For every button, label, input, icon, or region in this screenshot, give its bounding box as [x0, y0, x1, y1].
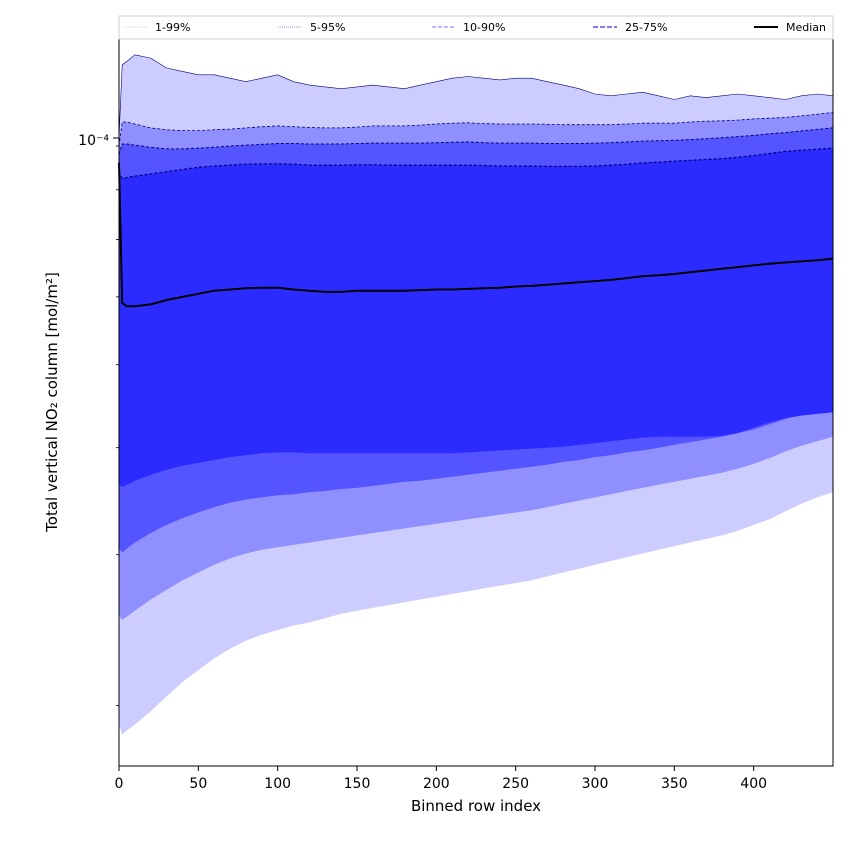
x-axis-label: Binned row index: [411, 797, 541, 815]
y-axis: 10⁻⁴: [78, 133, 119, 706]
legend-label-1-99: 1-99%: [155, 21, 190, 34]
band-25-75-upper-edge: [118, 147, 834, 180]
x-tick-label-0: 0: [115, 776, 124, 792]
legend-label-5-95: 5-95%: [310, 21, 345, 34]
legend-label-median: Median: [786, 21, 826, 34]
percentile-bands: [118, 54, 834, 735]
median-layer: [118, 162, 834, 308]
x-tick-label-350: 350: [661, 776, 688, 792]
legend-label-25-75: 25-75%: [625, 21, 667, 34]
legend-label-10-90: 10-90%: [463, 21, 505, 34]
legend-box: [118, 15, 834, 40]
x-tick-label-100: 100: [264, 776, 291, 792]
legend: 1-99% 5-95% 10-90% 25-75% Median: [118, 15, 834, 40]
median-line: [118, 162, 834, 308]
x-tick-label-300: 300: [582, 776, 609, 792]
x-tick-label-250: 250: [502, 776, 529, 792]
y-axis-label: Total vertical NO₂ column [mol/m²]: [43, 272, 61, 533]
x-tick-label-150: 150: [344, 776, 371, 792]
band-10-90-upper-edge: [118, 127, 834, 155]
band-25-75: [119, 148, 833, 487]
x-tick-label-400: 400: [740, 776, 767, 792]
x-tick-label-200: 200: [423, 776, 450, 792]
band-5-95-upper-edge: [118, 112, 834, 147]
x-axis: 0 50 100 150 200 250 300 350 400: [115, 766, 767, 792]
x-tick-label-50: 50: [189, 776, 207, 792]
y-tick-label: 10⁻⁴: [78, 133, 109, 149]
band-1-99-upper-edge: [118, 54, 834, 138]
